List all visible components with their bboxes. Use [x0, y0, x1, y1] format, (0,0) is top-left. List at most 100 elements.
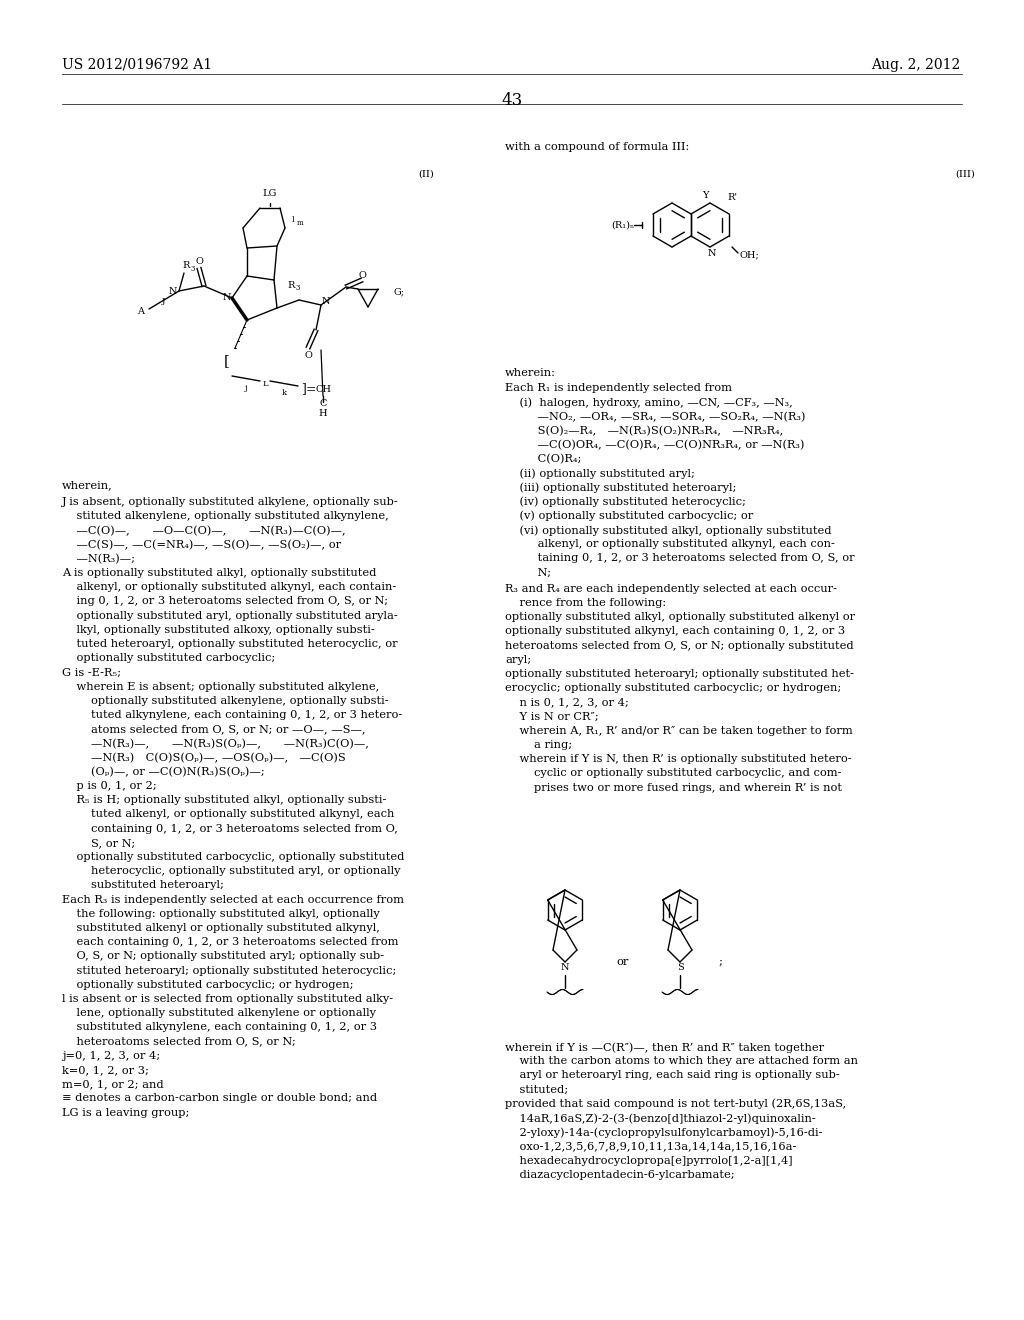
Text: US 2012/0196792 A1: US 2012/0196792 A1: [62, 58, 212, 73]
Text: alkenyl, or optionally substituted alkynyl, each con-: alkenyl, or optionally substituted alkyn…: [505, 539, 835, 549]
Text: J: J: [162, 297, 165, 305]
Text: wherein if Y is N, then R’ is optionally substituted hetero-: wherein if Y is N, then R’ is optionally…: [505, 754, 852, 764]
Text: (R₁)ₙ: (R₁)ₙ: [610, 220, 634, 230]
Text: O: O: [358, 271, 366, 280]
Text: L: L: [262, 380, 268, 388]
Text: m=0, 1, or 2; and: m=0, 1, or 2; and: [62, 1080, 164, 1089]
Text: C(O)R₄;: C(O)R₄;: [505, 454, 582, 465]
Text: J is absent, optionally substituted alkylene, optionally sub-: J is absent, optionally substituted alky…: [62, 498, 398, 507]
Text: aryl;: aryl;: [505, 655, 531, 665]
Text: —C(O)—,  —O—C(O)—,  —N(R₃)—C(O)—,: —C(O)—, —O—C(O)—, —N(R₃)—C(O)—,: [62, 525, 346, 536]
Text: S, or N;: S, or N;: [62, 838, 135, 847]
Text: optionally substituted carbocyclic; or hydrogen;: optionally substituted carbocyclic; or h…: [62, 979, 353, 990]
Text: OH;: OH;: [740, 251, 760, 260]
Text: l is absent or is selected from optionally substituted alky-: l is absent or is selected from optional…: [62, 994, 393, 1005]
Text: j=0, 1, 2, 3, or 4;: j=0, 1, 2, 3, or 4;: [62, 1051, 160, 1061]
Text: substituted alkenyl or optionally substituted alkynyl,: substituted alkenyl or optionally substi…: [62, 923, 380, 933]
Text: k=0, 1, 2, or 3;: k=0, 1, 2, or 3;: [62, 1065, 148, 1074]
Text: —NO₂, —OR₄, —SR₄, —SOR₄, —SO₂R₄, —N(R₃): —NO₂, —OR₄, —SR₄, —SOR₄, —SO₂R₄, —N(R₃): [505, 412, 806, 422]
Text: (i)  halogen, hydroxy, amino, —CN, —CF₃, —N₃,: (i) halogen, hydroxy, amino, —CN, —CF₃, …: [505, 397, 793, 408]
Text: ;: ;: [718, 957, 722, 968]
Text: R': R': [727, 193, 737, 202]
Text: k: k: [282, 389, 287, 397]
Text: Y: Y: [701, 190, 709, 199]
Text: alkenyl, or optionally substituted alkynyl, each contain-: alkenyl, or optionally substituted alkyn…: [62, 582, 396, 593]
Text: Each R₁ is independently selected from: Each R₁ is independently selected from: [505, 383, 732, 393]
Text: substituted heteroaryl;: substituted heteroaryl;: [62, 880, 224, 891]
Text: N: N: [322, 297, 331, 306]
Text: (ii) optionally substituted aryl;: (ii) optionally substituted aryl;: [505, 469, 695, 479]
Text: Each R₃ is independently selected at each occurrence from: Each R₃ is independently selected at eac…: [62, 895, 404, 904]
Text: the following: optionally substituted alkyl, optionally: the following: optionally substituted al…: [62, 908, 380, 919]
Text: 14aR,16aS,Z)-2-(3-(benzo[d]thiazol-2-yl)quinoxalin-: 14aR,16aS,Z)-2-(3-(benzo[d]thiazol-2-yl)…: [505, 1113, 816, 1123]
Text: Y is N or CR″;: Y is N or CR″;: [505, 711, 599, 722]
Text: N: N: [169, 286, 177, 296]
Text: N: N: [223, 293, 231, 302]
Text: a ring;: a ring;: [505, 741, 572, 750]
Text: wherein,: wherein,: [62, 480, 113, 490]
Text: N: N: [561, 964, 569, 973]
Text: H: H: [318, 408, 328, 417]
Text: wherein A, R₁, R’ and/or R″ can be taken together to form: wherein A, R₁, R’ and/or R″ can be taken…: [505, 726, 853, 735]
Text: hexadecahydrocyclopropa[e]pyrrolo[1,2-a][1,4]: hexadecahydrocyclopropa[e]pyrrolo[1,2-a]…: [505, 1155, 793, 1166]
Text: p is 0, 1, or 2;: p is 0, 1, or 2;: [62, 781, 157, 791]
Text: 3: 3: [296, 284, 300, 292]
Text: C: C: [319, 400, 327, 408]
Text: prises two or more fused rings, and wherein R’ is not: prises two or more fused rings, and wher…: [505, 783, 842, 792]
Text: heterocyclic, optionally substituted aryl, or optionally: heterocyclic, optionally substituted ary…: [62, 866, 400, 876]
Text: (III): (III): [955, 170, 975, 180]
Text: heteroatoms selected from O, S, or N; optionally substituted: heteroatoms selected from O, S, or N; op…: [505, 640, 854, 651]
Text: optionally substituted alkyl, optionally substituted alkenyl or: optionally substituted alkyl, optionally…: [505, 612, 855, 622]
Text: O: O: [304, 351, 312, 360]
Text: A: A: [137, 308, 144, 317]
Text: CH: CH: [316, 384, 332, 393]
Text: optionally substituted aryl, optionally substituted aryla-: optionally substituted aryl, optionally …: [62, 611, 397, 620]
Text: provided that said compound is not tert-butyl (2R,6S,13aS,: provided that said compound is not tert-…: [505, 1098, 846, 1109]
Text: l: l: [292, 216, 294, 224]
Text: optionally substituted alkynyl, each containing 0, 1, 2, or 3: optionally substituted alkynyl, each con…: [505, 627, 845, 636]
Text: stituted;: stituted;: [505, 1085, 568, 1094]
Text: taining 0, 1, 2, or 3 heteroatoms selected from O, S, or: taining 0, 1, 2, or 3 heteroatoms select…: [505, 553, 855, 564]
Text: (vi) optionally substituted alkyl, optionally substituted: (vi) optionally substituted alkyl, optio…: [505, 525, 831, 536]
Text: R: R: [288, 281, 295, 289]
Text: S(O)₂—R₄, —N(R₃)S(O₂)NR₃R₄, —NR₃R₄,: S(O)₂—R₄, —N(R₃)S(O₂)NR₃R₄, —NR₃R₄,: [505, 425, 783, 436]
Text: R₃ and R₄ are each independently selected at each occur-: R₃ and R₄ are each independently selecte…: [505, 583, 837, 594]
Text: j: j: [245, 384, 248, 392]
Text: lene, optionally substituted alkenylene or optionally: lene, optionally substituted alkenylene …: [62, 1008, 376, 1018]
Text: (v) optionally substituted carbocyclic; or: (v) optionally substituted carbocyclic; …: [505, 511, 754, 521]
Text: (iv) optionally substituted heterocyclic;: (iv) optionally substituted heterocyclic…: [505, 496, 745, 507]
Text: —N(R₃)—;: —N(R₃)—;: [62, 554, 135, 564]
Text: O, S, or N; optionally substituted aryl; optionally sub-: O, S, or N; optionally substituted aryl;…: [62, 952, 384, 961]
Text: containing 0, 1, 2, or 3 heteroatoms selected from O,: containing 0, 1, 2, or 3 heteroatoms sel…: [62, 824, 398, 834]
Text: oxo-1,2,3,5,6,7,8,9,10,11,13a,14,14a,15,16,16a-: oxo-1,2,3,5,6,7,8,9,10,11,13a,14,14a,15,…: [505, 1142, 797, 1151]
Text: G is -E-R₅;: G is -E-R₅;: [62, 668, 121, 677]
Text: —N(R₃)—,  —N(R₃)S(Oₚ)—,  —N(R₃)C(O)—,: —N(R₃)—, —N(R₃)S(Oₚ)—, —N(R₃)C(O)—,: [62, 738, 369, 748]
Text: ing 0, 1, 2, or 3 heteroatoms selected from O, S, or N;: ing 0, 1, 2, or 3 heteroatoms selected f…: [62, 597, 388, 606]
Text: Aug. 2, 2012: Aug. 2, 2012: [870, 58, 961, 73]
Text: N;: N;: [505, 568, 551, 578]
Text: —C(S)—, —C(=NR₄)—, —S(O)—, —S(O₂)—, or: —C(S)—, —C(=NR₄)—, —S(O)—, —S(O₂)—, or: [62, 540, 341, 550]
Text: tuted alkynylene, each containing 0, 1, 2, or 3 hetero-: tuted alkynylene, each containing 0, 1, …: [62, 710, 402, 719]
Text: m: m: [297, 219, 303, 227]
Text: tuted heteroaryl, optionally substituted heterocyclic, or: tuted heteroaryl, optionally substituted…: [62, 639, 397, 649]
Text: G;: G;: [393, 288, 404, 297]
Text: 3: 3: [190, 265, 196, 273]
Text: with the carbon atoms to which they are attached form an: with the carbon atoms to which they are …: [505, 1056, 858, 1067]
Text: —C(O)OR₄, —C(O)R₄, —C(O)NR₃R₄, or —N(R₃): —C(O)OR₄, —C(O)R₄, —C(O)NR₃R₄, or —N(R₃): [505, 440, 805, 450]
Text: or: or: [616, 957, 629, 968]
Text: tuted alkenyl, or optionally substituted alkynyl, each: tuted alkenyl, or optionally substituted…: [62, 809, 394, 820]
Text: wherein:: wherein:: [505, 368, 556, 378]
Text: optionally substituted carbocyclic, optionally substituted: optionally substituted carbocyclic, opti…: [62, 851, 404, 862]
Text: stituted alkenylene, optionally substituted alkynylene,: stituted alkenylene, optionally substitu…: [62, 511, 389, 521]
Text: —N(R₃) C(O)S(Oₚ)—, —OS(Oₚ)—, —C(O)S: —N(R₃) C(O)S(Oₚ)—, —OS(Oₚ)—, —C(O)S: [62, 752, 346, 763]
Text: wherein if Y is —C(R″)—, then R’ and R″ taken together: wherein if Y is —C(R″)—, then R’ and R″ …: [505, 1041, 824, 1052]
Text: (II): (II): [418, 170, 434, 180]
Text: n is 0, 1, 2, 3, or 4;: n is 0, 1, 2, 3, or 4;: [505, 697, 629, 708]
Text: rence from the following:: rence from the following:: [505, 598, 667, 609]
Text: N: N: [708, 248, 716, 257]
Text: diazacyclopentadecin-6-ylcarbamate;: diazacyclopentadecin-6-ylcarbamate;: [505, 1170, 734, 1180]
Text: LG is a leaving group;: LG is a leaving group;: [62, 1107, 189, 1118]
Text: atoms selected from O, S, or N; or —O—, —S—,: atoms selected from O, S, or N; or —O—, …: [62, 725, 366, 734]
Text: R₅ is H; optionally substituted alkyl, optionally substi-: R₅ is H; optionally substituted alkyl, o…: [62, 795, 386, 805]
Text: [: [: [224, 354, 230, 368]
